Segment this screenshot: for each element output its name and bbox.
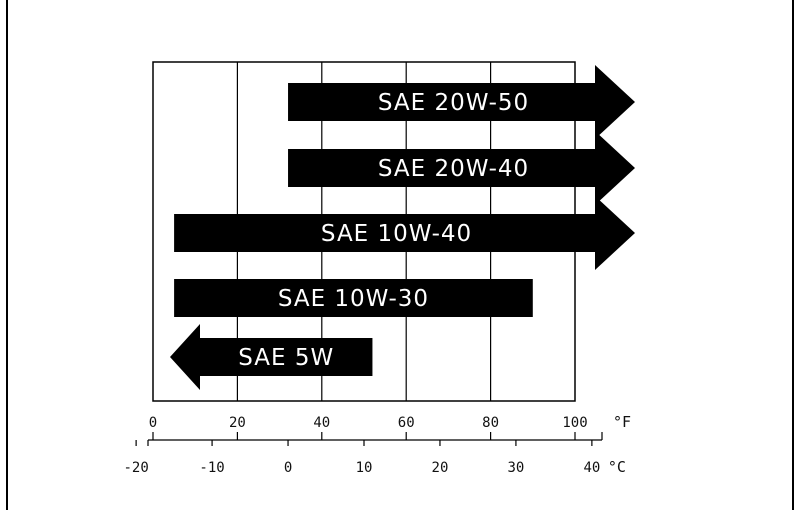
viscosity-bar: SAE 10W-40	[174, 196, 635, 270]
viscosity-bar: SAE 20W-40	[288, 131, 635, 205]
celsius-tick-label: 30	[507, 460, 524, 476]
celsius-axis: -20 -10 0 10 20 30 40 °C	[123, 440, 626, 476]
viscosity-bar-shape	[288, 131, 635, 205]
fahrenheit-tick-label: 60	[398, 415, 415, 431]
celsius-tick-label: 10	[356, 460, 373, 476]
viscosity-bar-shape	[288, 65, 635, 139]
fahrenheit-tick-label: 40	[313, 415, 330, 431]
viscosity-bar-shape	[174, 196, 635, 270]
fahrenheit-tick-label: 20	[229, 415, 246, 431]
viscosity-bar-label: SAE 20W-50	[378, 90, 529, 116]
viscosity-bar: SAE 20W-50	[288, 65, 635, 139]
viscosity-bars: SAE 20W-50 SAE 20W-40 SAE 10W-40 SAE 10W-30…	[170, 65, 635, 390]
viscosity-bar-label: SAE 10W-30	[278, 286, 429, 312]
viscosity-bar-label: SAE 20W-40	[378, 156, 529, 182]
viscosity-bar-shape	[174, 279, 533, 317]
fahrenheit-axis: 0 20 40 60 80 100 °F	[148, 413, 631, 441]
viscosity-bar-label: SAE 5W	[238, 345, 334, 371]
viscosity-bar: SAE 5W	[170, 324, 373, 390]
viscosity-bar-shape	[170, 324, 373, 390]
celsius-tick-label: 40	[583, 460, 600, 476]
viscosity-bar-label: SAE 10W-40	[321, 221, 472, 247]
celsius-tick-label: 0	[284, 460, 292, 476]
fahrenheit-tick-label: 0	[149, 415, 157, 431]
celsius-tick-label: -20	[123, 460, 148, 476]
viscosity-bar: SAE 10W-30	[174, 279, 533, 317]
celsius-unit-label: °C	[608, 458, 626, 476]
fahrenheit-tick-label: 100	[562, 415, 587, 431]
fahrenheit-tick-label: 80	[482, 415, 499, 431]
fahrenheit-unit-label: °F	[613, 413, 631, 431]
celsius-tick-label: -10	[199, 460, 224, 476]
celsius-tick-label: 20	[432, 460, 449, 476]
